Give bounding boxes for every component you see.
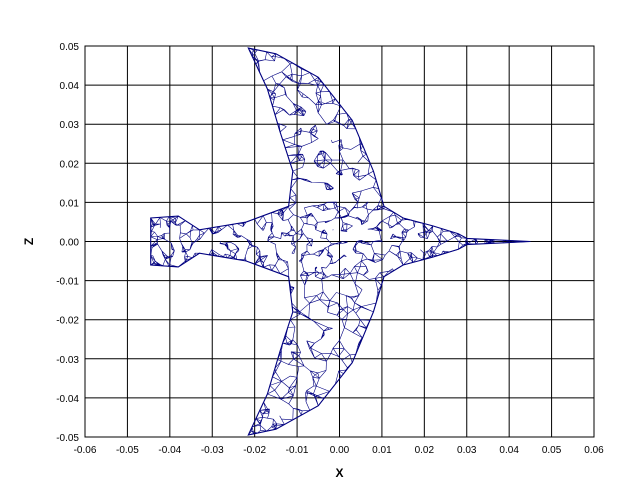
wireframe-outline [150,47,531,436]
x-tick-label: -0.04 [158,445,181,456]
y-tick-label: 0.02 [60,159,80,170]
x-tick-label: -0.02 [243,445,266,456]
x-tick-label: -0.05 [116,445,139,456]
x-tick-label: 0.04 [499,445,519,456]
plot-area-border [84,45,595,438]
y-tick-label: 0.00 [60,238,80,249]
y-tick-label: -0.03 [56,355,79,366]
x-tick-labels: -0.06 -0.05 -0.04 -0.03 -0.02 -0.01 0.00 0.01 0.… [74,445,605,456]
y-tick-label: -0.02 [56,316,79,327]
x-axis-title: X [335,466,343,480]
y-tick-label: 0.05 [60,42,80,53]
y-tick-label: -0.01 [56,277,79,288]
x-tick-label: 0.03 [457,445,477,456]
x-tick-label: -0.03 [201,445,224,456]
x-tick-label: 0.05 [542,445,562,456]
x-tick-label: 0.00 [330,445,350,456]
y-axis-title: Z [22,238,36,245]
mesh-outline [150,47,531,436]
y-tick-label: -0.04 [56,394,79,405]
y-tick-labels: 0.05 0.04 0.03 0.02 0.01 0.00 -0.01 -0.02 -0.03 -… [56,42,79,444]
y-tick-label: 0.01 [60,198,80,209]
y-tick-label: -0.05 [56,433,79,444]
y-tick-label: 0.04 [60,81,80,92]
x-tick-label: 0.06 [584,445,604,456]
x-tick-label: -0.01 [286,445,309,456]
x-tick-label: 0.01 [372,445,392,456]
y-tick-label: 0.03 [60,120,80,131]
x-tick-label: -0.06 [74,445,97,456]
x-tick-label: 0.02 [415,445,435,456]
grid [85,46,594,437]
